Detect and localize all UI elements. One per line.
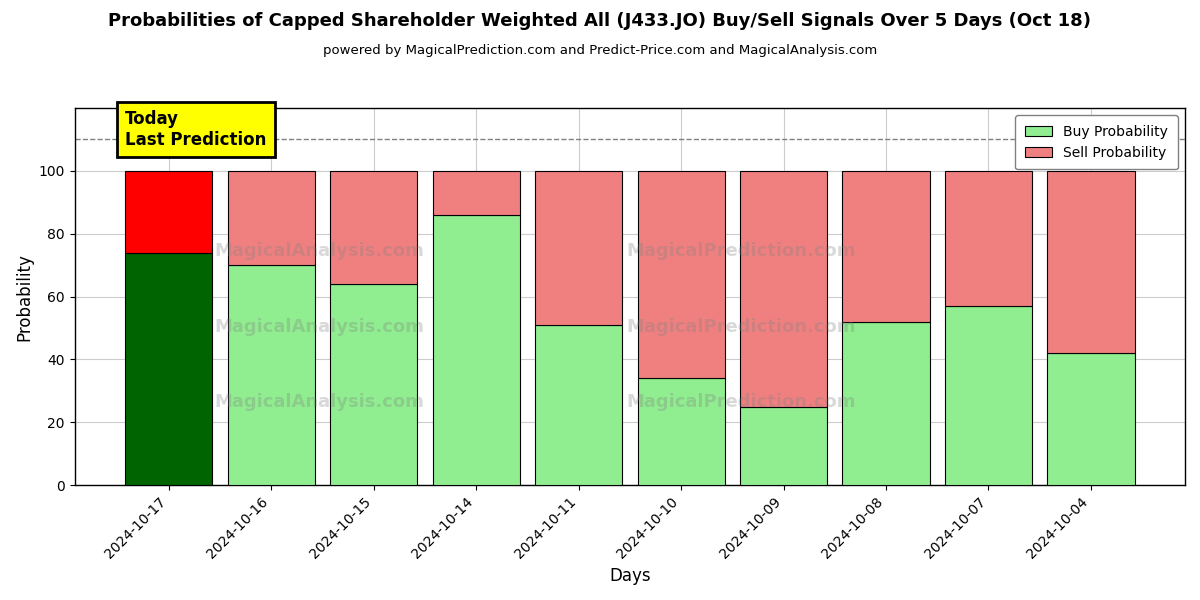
Text: MagicalAnalysis.com: MagicalAnalysis.com [214,318,424,336]
Text: MagicalPrediction.com: MagicalPrediction.com [626,318,856,336]
Bar [330,171,418,284]
Bar [637,379,725,485]
Bar [1048,171,1134,353]
Bar [842,322,930,485]
Bar [125,253,212,485]
Bar [740,407,827,485]
Text: MagicalAnalysis.com: MagicalAnalysis.com [214,242,424,260]
Bar [432,215,520,485]
Bar [330,284,418,485]
Bar [637,171,725,379]
Text: Today
Last Prediction: Today Last Prediction [125,110,266,149]
Bar [535,325,622,485]
Legend: Buy Probability, Sell Probability: Buy Probability, Sell Probability [1015,115,1178,169]
Bar [944,306,1032,485]
Text: MagicalPrediction.com: MagicalPrediction.com [626,242,856,260]
Y-axis label: Probability: Probability [16,253,34,341]
Bar [535,171,622,325]
Bar [432,171,520,215]
Bar [1048,353,1134,485]
X-axis label: Days: Days [610,567,650,585]
Text: powered by MagicalPrediction.com and Predict-Price.com and MagicalAnalysis.com: powered by MagicalPrediction.com and Pre… [323,44,877,57]
Text: MagicalAnalysis.com: MagicalAnalysis.com [214,393,424,411]
Text: MagicalPrediction.com: MagicalPrediction.com [626,393,856,411]
Bar [842,171,930,322]
Bar [125,171,212,253]
Bar [944,171,1032,306]
Bar [740,171,827,407]
Bar [228,171,314,265]
Text: Probabilities of Capped Shareholder Weighted All (J433.JO) Buy/Sell Signals Over: Probabilities of Capped Shareholder Weig… [108,12,1092,30]
Bar [228,265,314,485]
